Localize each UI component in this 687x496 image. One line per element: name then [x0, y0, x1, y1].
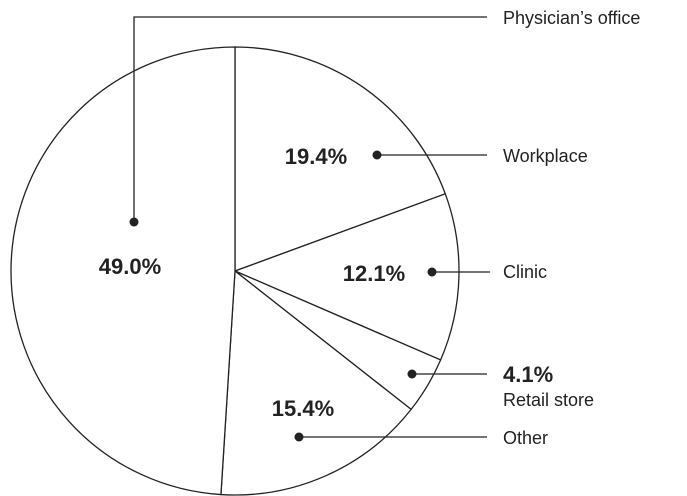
pie-slice	[233, 192, 460, 361]
leader-dot	[294, 432, 304, 442]
leader-line	[133, 16, 487, 222]
pie-slice	[10, 46, 236, 496]
leader-dot	[427, 267, 437, 277]
value-label: 15.4%	[272, 396, 334, 421]
category-label: Workplace	[503, 146, 588, 166]
pie-slice	[220, 269, 413, 496]
value-label: 49.0%	[99, 254, 161, 279]
category-label: Physician’s office	[503, 8, 640, 28]
value-label: 19.4%	[285, 144, 347, 169]
leader-dot	[129, 217, 139, 227]
category-label: Other	[503, 428, 548, 448]
leader-dot	[372, 150, 382, 160]
value-label: 12.1%	[343, 261, 405, 286]
pie-slice	[234, 46, 447, 272]
value-label: 4.1%	[503, 362, 553, 387]
leader-dot	[407, 369, 417, 379]
category-label: Clinic	[503, 262, 547, 282]
category-label: Retail store	[503, 390, 594, 410]
